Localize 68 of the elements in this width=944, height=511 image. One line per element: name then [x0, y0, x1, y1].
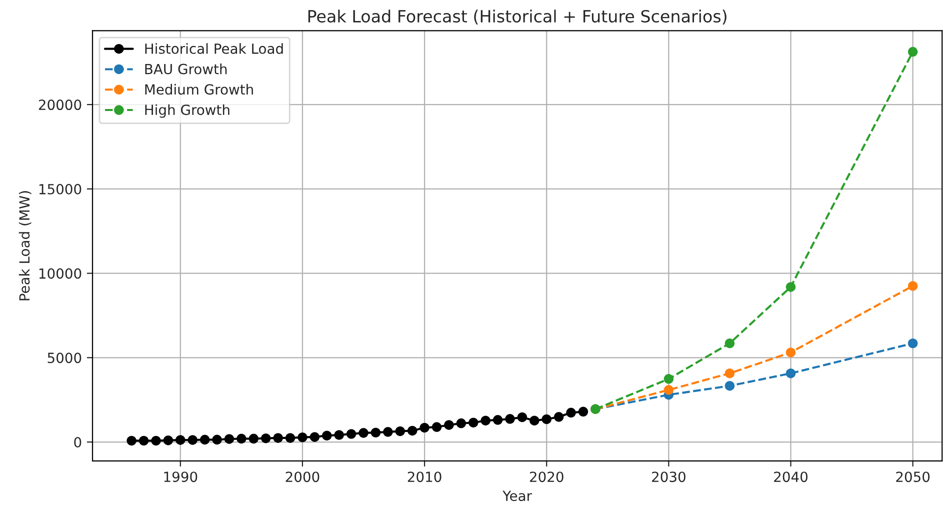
x-tick-label: 2010: [408, 472, 442, 482]
point: [260, 433, 271, 444]
point: [138, 436, 149, 446]
point: [273, 433, 283, 443]
y-tick-label: 5000: [48, 352, 82, 364]
point: [456, 418, 466, 428]
point: [444, 420, 454, 430]
point: [407, 426, 418, 436]
point: [395, 426, 405, 436]
point: [724, 338, 735, 348]
point: [310, 432, 320, 442]
point: [334, 430, 344, 440]
point: [554, 412, 564, 422]
point: [322, 430, 332, 440]
point: [492, 415, 503, 425]
x-tick-label: 2020: [530, 472, 564, 482]
point: [517, 412, 528, 422]
point: [908, 338, 918, 348]
point: [285, 433, 296, 443]
x-tick-label: 2000: [286, 472, 320, 482]
y-tick-label: 15000: [39, 184, 82, 194]
x-tick-label: 2040: [774, 472, 808, 482]
point: [566, 408, 576, 418]
legend-label: Historical Peak Load: [145, 43, 283, 54]
point: [664, 385, 674, 395]
point: [432, 422, 442, 432]
point: [224, 434, 234, 444]
x-tick-label: 2050: [896, 472, 930, 482]
point: [786, 348, 796, 358]
point: [578, 406, 588, 417]
point: [468, 418, 478, 428]
point: [542, 414, 552, 424]
y-tick-label: 20000: [38, 100, 82, 110]
point: [370, 428, 381, 438]
legend-label: High Growth: [145, 104, 230, 118]
x-tick-label: 1990: [164, 472, 198, 482]
point: [212, 434, 222, 445]
point: [724, 368, 735, 378]
legend-label: Medium Growth: [145, 84, 253, 95]
point: [298, 432, 308, 442]
point: [908, 281, 918, 291]
point: [530, 416, 540, 426]
point: [163, 435, 174, 446]
y-tick-label: 0: [74, 436, 82, 448]
point: [420, 422, 430, 433]
point: [188, 435, 198, 445]
point: [664, 374, 674, 384]
point: [200, 434, 210, 445]
x-tick-label: 2030: [652, 472, 686, 482]
point: [346, 429, 356, 439]
legend-label: BAU Growth: [145, 64, 227, 74]
x-axis-title: Year: [502, 490, 532, 502]
point: [126, 436, 136, 446]
y-tick-label: 10000: [39, 268, 82, 279]
point: [236, 434, 246, 444]
point: [151, 436, 161, 446]
point: [383, 427, 393, 437]
point: [480, 416, 490, 426]
point: [908, 46, 918, 57]
point: [505, 414, 515, 424]
y-axis-title: Peak Load (MW): [18, 191, 32, 300]
point: [724, 380, 735, 391]
point: [176, 435, 186, 445]
point: [248, 434, 259, 444]
point: [786, 368, 796, 378]
point: [358, 428, 368, 438]
chart-title: Peak Load Forecast (Historical + Future Scenarios): [308, 10, 726, 25]
point: [786, 282, 796, 292]
